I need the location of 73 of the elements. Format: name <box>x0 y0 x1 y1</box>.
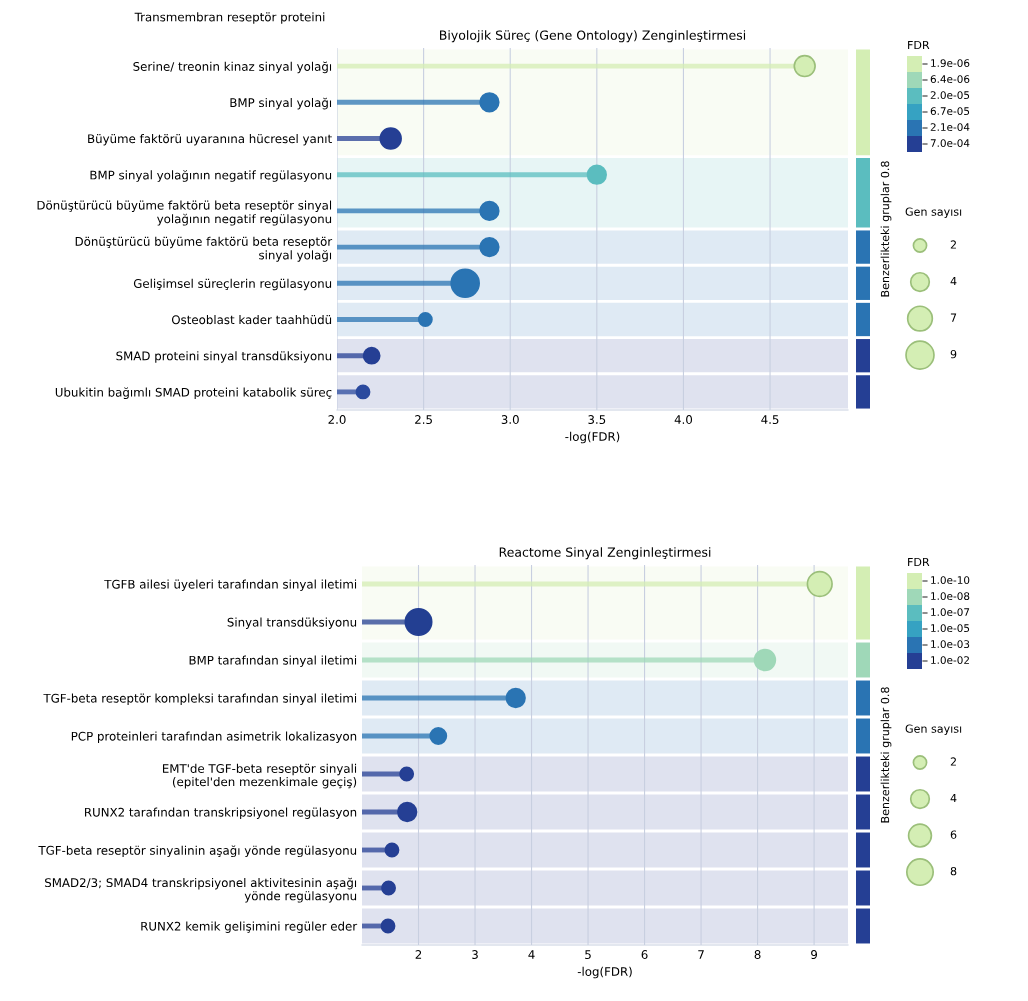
point <box>429 727 448 745</box>
x-tick-label: 2.0 <box>328 415 346 424</box>
legend-title: Gen sayısı <box>905 207 962 218</box>
x-tick-label: 6 <box>641 950 648 959</box>
y-tick-label: TGFB ailesi üyeleri tarafından sinyal iletimi <box>104 579 357 591</box>
text: Benzerlikteki gruplar 0.8 <box>880 687 892 823</box>
text: 2.1e-04 <box>930 123 970 132</box>
y-tick-label: Gelişimsel süreçlerin regülasyonu <box>133 278 332 291</box>
point <box>379 127 402 150</box>
y-tick-label: TGF-beta reseptör kompleksi tarafından sinyal iletimi <box>43 693 357 705</box>
x-axis-title: -log(FDR) <box>577 966 632 979</box>
legend-label: 8 <box>950 866 957 876</box>
text: Transmembran reseptör proteini <box>134 12 325 24</box>
legend-label: 2 <box>950 757 956 766</box>
x-tick-label: 4.0 <box>674 415 693 424</box>
y-tick-label: BMP sinyal yolağı <box>230 97 332 110</box>
legend-label: 9 <box>950 349 957 359</box>
y-tick-label: Osteoblast kader taahhüdü <box>171 315 332 325</box>
chart-title: Reactome Sinyal Zenginleştirmesi <box>499 547 711 560</box>
y-tick-label: RUNX2 kemik gelişimini regüler eder <box>141 921 358 933</box>
text: 1.9e-06 <box>931 59 970 68</box>
chart-title: Biyolojik Süreç (Gene Ontology) Zenginleştirmesi <box>440 30 746 43</box>
legend-label: 6 <box>950 830 957 839</box>
x-tick-label: 3.0 <box>501 415 519 424</box>
text: 7.0e-04 <box>930 139 970 148</box>
point <box>479 236 500 258</box>
legend-label: 4 <box>950 277 957 286</box>
text: 1.0e-03 <box>931 640 970 649</box>
x-tick-label: 2 <box>415 950 422 959</box>
text: 1.0e-08 <box>931 592 970 601</box>
legend-label: 2 <box>950 240 956 249</box>
text: 6.4e-06 <box>930 75 970 84</box>
point <box>479 92 500 113</box>
y-tick-label: SMAD proteini sinyal transdüksiyonu <box>116 351 332 363</box>
y-tick-label: Sinyal transdüksiyonu <box>227 617 357 629</box>
x-tick-label: 3 <box>472 950 478 959</box>
x-tick-label: 2.5 <box>415 415 432 424</box>
text: 1.0e-02 <box>931 656 969 665</box>
y-tick-label: SMAD2/3; SMAD4 transkripsiyonel aktivitesinin aşağı yönde regülasyonu <box>45 877 357 903</box>
x-axis-title: -log(FDR) <box>565 431 620 444</box>
x-tick-label: 5 <box>585 950 591 959</box>
text: 1.0e-10 <box>931 576 970 585</box>
legend-title: Gen sayısı <box>905 724 962 735</box>
point <box>479 200 500 222</box>
x-tick-label: 8 <box>754 950 761 959</box>
y-tick-label: PCP proteinleri tarafından asimetrik lokalizasyon <box>71 731 357 743</box>
point <box>505 687 526 709</box>
text: 2.0e-05 <box>930 91 970 100</box>
text: 1.0e-07 <box>931 608 970 617</box>
text: FDR <box>908 40 930 50</box>
point <box>586 164 607 185</box>
y-tick-label: Ubukitin bağımlı SMAD proteini katabolik süreç <box>55 387 332 399</box>
y-tick-label: RUNX2 tarafından transkripsiyonel regülasyon <box>85 807 357 819</box>
x-tick-label: 4.5 <box>761 415 779 424</box>
y-tick-label: Dönüştürücü büyüme faktörü beta reseptör sinyal yolağının negatif regülasyonu <box>37 200 332 226</box>
y-tick-label: Serine/ treonin kinaz sinyal yolağı <box>133 61 332 74</box>
y-tick-label: Dönüştürücü büyüme faktörü beta reseptör sinyal yolağı <box>75 236 333 262</box>
x-tick-label: 3.5 <box>588 415 606 424</box>
y-tick-label: TGF-beta reseptör sinyalinin aşağı yönde regülasyonu <box>38 845 357 858</box>
x-tick-label: 7 <box>698 950 704 959</box>
legend-label: 7 <box>950 313 957 322</box>
y-tick-label: EMT'de TGF-beta reseptör sinyali (epitel'den mezenkimale geçiş) <box>162 763 357 789</box>
y-tick-label: BMP sinyal yolağının negatif regülasyonu <box>90 170 332 182</box>
y-tick-label: Büyüme faktörü uyaranına hücresel yanıt <box>88 134 332 146</box>
text: FDR <box>908 557 930 567</box>
y-tick-label: BMP tarafından sinyal iletimi <box>189 655 357 667</box>
point <box>397 801 418 823</box>
x-tick-label: 4 <box>528 950 535 959</box>
text: 1.0e-05 <box>931 624 970 633</box>
x-tick-label: 9 <box>811 950 818 959</box>
text: Benzerlikteki gruplar 0.8 <box>880 161 892 297</box>
legend-label: 4 <box>950 794 957 803</box>
text: 6.7e-05 <box>930 107 970 116</box>
